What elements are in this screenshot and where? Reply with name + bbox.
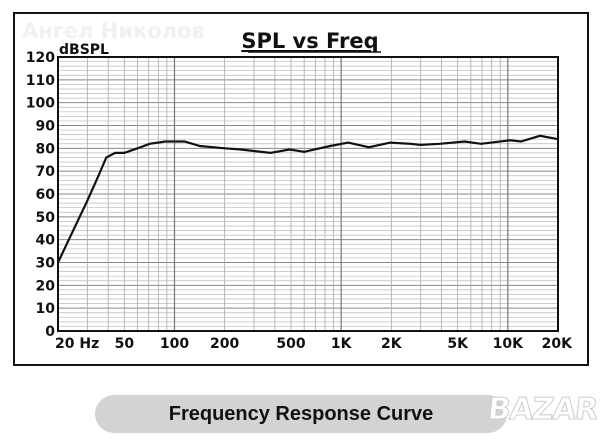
- chart-frame: [13, 12, 589, 366]
- y-tick-label: 120: [26, 50, 55, 66]
- y-tick-label: 110: [26, 73, 55, 89]
- x-tick-label: 500: [276, 336, 305, 352]
- y-tick-label: 70: [36, 164, 56, 180]
- y-tick-label: 90: [36, 119, 56, 135]
- y-tick-label: 50: [36, 210, 56, 226]
- caption-label: Frequency Response Curve: [95, 395, 507, 433]
- x-tick-label: 10K: [493, 336, 524, 352]
- grid: [58, 57, 558, 331]
- y-tick-label: 30: [36, 256, 56, 272]
- y-tick-label: 40: [36, 233, 56, 249]
- x-tick-label: 1K: [331, 336, 353, 352]
- y-tick-label: 20: [36, 278, 56, 294]
- y-tick-label: 60: [36, 187, 56, 203]
- y-tick-label: 0: [45, 324, 55, 340]
- y-tick-label: 10: [36, 301, 56, 317]
- x-tick-label: 50: [115, 336, 135, 352]
- spl-series-line: [57, 134, 559, 263]
- bazar-logo: BAZAR: [486, 392, 600, 428]
- x-tick-label: 2K: [381, 336, 403, 352]
- y-tick-label: 80: [36, 141, 56, 157]
- y-tick-label: 100: [26, 96, 55, 112]
- x-tick-label: 200: [210, 336, 239, 352]
- x-tick-label: 20 Hz: [55, 336, 99, 352]
- chart-title: SPL vs Freq: [241, 29, 378, 53]
- x-tick-label: 20K: [542, 336, 573, 352]
- x-tick-label: 100: [160, 336, 189, 352]
- watermark-text: Ангел Николов: [22, 19, 205, 43]
- plot-border: [57, 56, 559, 332]
- y-axis-label: dBSPL: [59, 42, 109, 58]
- x-tick-label: 5K: [447, 336, 469, 352]
